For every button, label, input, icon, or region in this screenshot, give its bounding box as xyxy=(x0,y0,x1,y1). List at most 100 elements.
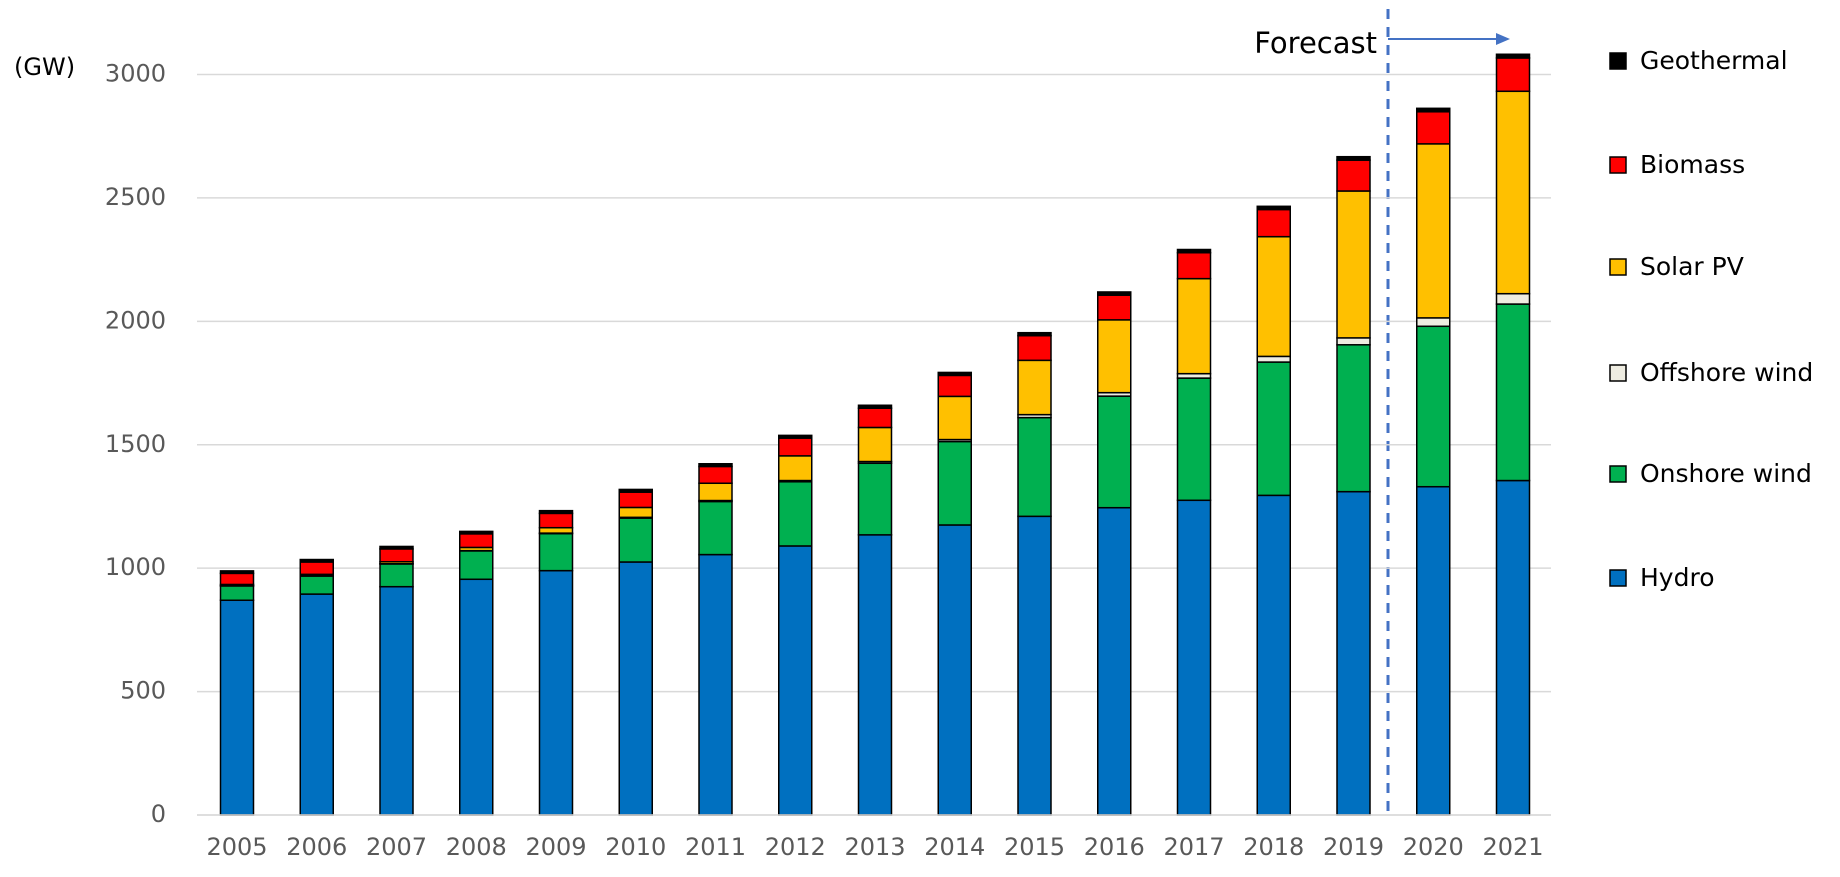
y-tick-label: 0 xyxy=(151,800,166,828)
legend-swatch xyxy=(1609,52,1627,70)
legend-label: Offshore wind xyxy=(1640,358,1813,387)
y-tick-label: 2500 xyxy=(105,183,166,211)
bar-segment xyxy=(937,374,972,398)
bar-segment xyxy=(1495,479,1531,816)
bar-segment xyxy=(1416,485,1451,816)
legend-swatch xyxy=(1609,569,1627,587)
legend-swatch xyxy=(1609,156,1627,174)
bar-segment xyxy=(1017,515,1052,816)
bar-segment xyxy=(1336,337,1371,346)
bar-segment xyxy=(538,512,574,529)
bar-segment xyxy=(379,545,414,550)
x-tick-label: 2007 xyxy=(366,833,427,861)
forecast-arrowhead xyxy=(1496,33,1510,45)
bar-segment xyxy=(1097,506,1132,816)
x-tick-label: 2012 xyxy=(765,833,826,861)
bar-segment xyxy=(1176,377,1212,502)
bar-segment xyxy=(538,526,574,534)
x-tick-label: 2008 xyxy=(446,833,507,861)
bar-segment xyxy=(538,509,574,515)
legend-swatch xyxy=(1609,465,1627,483)
x-tick-label: 2010 xyxy=(605,833,666,861)
bar-segment xyxy=(219,572,255,586)
bar-segment xyxy=(379,563,414,588)
bar-segment xyxy=(937,395,972,441)
y-tick-label: 1500 xyxy=(105,430,166,458)
bar-segment xyxy=(1336,490,1371,816)
y-tick-label: 2000 xyxy=(105,306,166,334)
bar-segment xyxy=(459,533,494,549)
forecast-label: Forecast xyxy=(1254,26,1377,60)
x-tick-label: 2014 xyxy=(924,833,985,861)
bar-segment xyxy=(219,570,255,575)
legend-label: Hydro xyxy=(1640,563,1715,592)
bar-segment xyxy=(1176,248,1212,254)
bar-segment xyxy=(937,440,972,526)
bar-segment xyxy=(778,437,813,457)
x-tick-label: 2020 xyxy=(1403,833,1464,861)
bar-segment xyxy=(299,593,334,816)
x-tick-label: 2005 xyxy=(206,833,267,861)
bar-segment xyxy=(1495,292,1531,305)
bar-segment xyxy=(1336,344,1371,493)
legend-label: Biomass xyxy=(1640,150,1745,179)
bar-segment xyxy=(698,482,733,502)
bar-segment xyxy=(618,506,653,519)
bar-segment xyxy=(459,578,494,816)
y-tick-label: 500 xyxy=(120,677,166,705)
bar-segment xyxy=(1097,395,1132,509)
bar-segment xyxy=(1256,494,1291,816)
bar-segment xyxy=(1097,319,1132,394)
bar-segment xyxy=(1336,155,1371,161)
x-tick-label: 2013 xyxy=(844,833,905,861)
bar-segment xyxy=(778,434,813,439)
bar-segment xyxy=(1495,303,1531,482)
y-tick-label: 3000 xyxy=(105,60,166,88)
bar-segment xyxy=(778,545,813,816)
y-tick-label: 1000 xyxy=(105,553,166,581)
bar-segment xyxy=(299,558,334,563)
bar-segment xyxy=(1017,331,1052,337)
x-tick-label: 2009 xyxy=(525,833,586,861)
bar-segment xyxy=(459,550,494,581)
bar-segment xyxy=(857,462,893,536)
legend-swatch xyxy=(1609,258,1627,276)
x-tick-label: 2018 xyxy=(1243,833,1304,861)
bar-segment xyxy=(698,500,733,556)
bar-segment xyxy=(219,585,255,602)
bar-segment xyxy=(618,561,653,816)
bar-segment xyxy=(1416,107,1451,113)
bar-segment xyxy=(299,575,334,595)
bar-segment xyxy=(1416,143,1451,319)
x-tick-label: 2006 xyxy=(286,833,347,861)
bar-segment xyxy=(1256,355,1291,363)
legend-label: Onshore wind xyxy=(1640,459,1812,488)
bar-segment xyxy=(1176,499,1212,816)
bar-segment xyxy=(1495,53,1531,59)
bar-segment xyxy=(1495,90,1531,295)
bar-segment xyxy=(1336,190,1371,339)
bar-segment xyxy=(459,530,494,535)
bar-segment xyxy=(1017,334,1052,362)
bar-segment xyxy=(538,569,574,816)
legend-label: Geothermal xyxy=(1640,46,1788,75)
bar-segment xyxy=(1017,416,1052,518)
bar-segment xyxy=(857,426,893,463)
bar-segment xyxy=(618,491,653,509)
bar-segment xyxy=(618,517,653,563)
y-axis-label: (GW) xyxy=(14,53,75,81)
bar-segment xyxy=(538,532,574,572)
bar-segment xyxy=(1097,291,1132,296)
bar-segment xyxy=(1416,111,1451,145)
bar-segment xyxy=(1495,57,1531,93)
bar-segment xyxy=(219,599,255,816)
x-tick-label: 2017 xyxy=(1163,833,1224,861)
bar-segment xyxy=(1176,277,1212,375)
bar-segment xyxy=(618,488,653,493)
bar-segment xyxy=(698,553,733,816)
bar-segment xyxy=(1256,235,1291,358)
bar-segment xyxy=(778,481,813,547)
bar-segment xyxy=(1256,208,1291,238)
bar-segment xyxy=(299,561,334,576)
